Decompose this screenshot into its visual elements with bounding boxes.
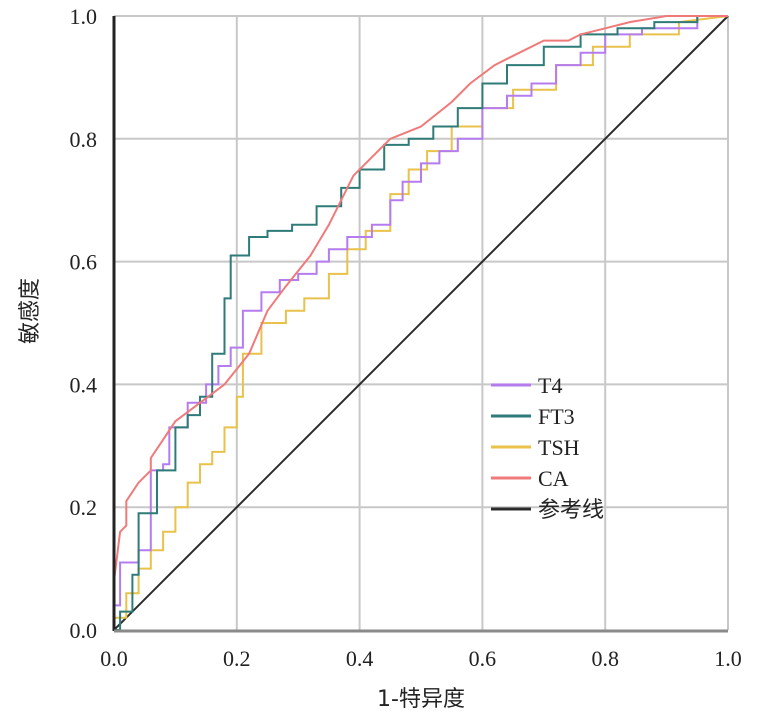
series-line-t4: [113, 15, 728, 630]
y-tick-label: 1.0: [70, 4, 98, 29]
x-tick-label: 0.2: [223, 646, 251, 671]
reference-line: [113, 15, 729, 631]
legend-label: T4: [538, 373, 562, 398]
y-tick-labels: 0.0 0.2 0.4 0.6 0.8 1.0: [70, 4, 98, 643]
y-axis-title: 敏感度: [18, 278, 43, 344]
y-tick-label: 0.8: [70, 127, 98, 152]
series-line-ft3: [114, 15, 728, 631]
x-tick-label: 0.4: [346, 646, 374, 671]
series-layer: [113, 15, 729, 631]
legend-label: FT3: [538, 404, 575, 429]
legend-label: TSH: [538, 435, 580, 460]
x-tick-label: 0.0: [100, 646, 128, 671]
legend-label: CA: [538, 466, 569, 491]
legend: T4 FT3 TSH CA 参考线: [491, 373, 604, 523]
y-tick-label: 0.6: [70, 250, 98, 275]
series-line-ca: [113, 15, 728, 630]
x-tick-label: 1.0: [714, 646, 742, 671]
y-tick-label: 0.0: [70, 618, 98, 643]
y-tick-label: 0.2: [70, 495, 98, 520]
x-tick-label: 0.8: [591, 646, 619, 671]
legend-label: 参考线: [538, 498, 604, 523]
x-tick-label: 0.6: [469, 646, 497, 671]
x-axis-title: 1-特异度: [377, 687, 465, 712]
y-tick-label: 0.4: [70, 372, 98, 397]
x-tick-labels: 0.0 0.2 0.4 0.6 0.8 1.0: [100, 646, 742, 671]
